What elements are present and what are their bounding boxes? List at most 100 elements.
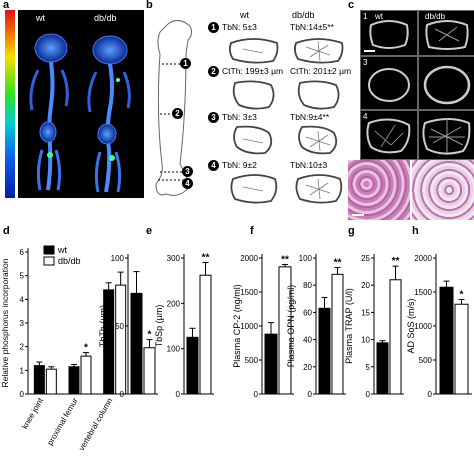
bar-f1-wt <box>264 333 278 395</box>
ct-row-label-3: 3 <box>363 58 368 67</box>
y-tick-label-h: 1000 <box>414 322 432 331</box>
bar-e2-wt <box>186 336 199 395</box>
bar-charts: d e f g h 0 1 2 3 4 5 6 Relative phosphorus incorpor… <box>0 225 472 453</box>
panel-c-dbdb-label: db/db <box>425 12 446 21</box>
bar-e1-wt <box>130 292 143 395</box>
bar-d-db/db <box>115 284 127 395</box>
y-tick-label-d: 1 <box>20 366 25 375</box>
row-marker-2: 2 <box>208 66 219 77</box>
cross-section-dbdb <box>295 174 343 204</box>
ct-dbdb-1: db/db <box>418 10 474 56</box>
panel-a-dbdb-label: db/db <box>94 13 117 23</box>
y-tick-label-g: 15 <box>361 308 370 317</box>
significance-marker-e2: ** <box>202 253 210 264</box>
y-tick-label-g: 0 <box>366 390 371 399</box>
y-tick-label-d: 4 <box>20 295 25 304</box>
y-tick-label-g: 20 <box>361 281 370 290</box>
row-marker-1: 1 <box>208 22 219 33</box>
y-axis-label-g: Plasma TRAP (U/l) <box>344 288 354 364</box>
bar-d-wt <box>68 366 80 395</box>
y-tick-label-e2: 200 <box>167 299 181 308</box>
significance-marker-f2: ** <box>334 258 342 269</box>
row-wt-value: CtTh: 199±3 µm <box>222 66 284 76</box>
cross-section-wt <box>230 174 278 204</box>
cross-section-dbdb <box>293 38 344 64</box>
y-tick-label-e1: 50 <box>115 322 124 331</box>
cross-section-wt <box>233 125 273 155</box>
bar-e2-db/db <box>199 274 212 395</box>
panel-label-d: d <box>3 225 10 237</box>
y-tick-label-d: 3 <box>20 319 25 328</box>
legend-wt-label: wt <box>57 245 67 255</box>
histology-wt <box>348 160 410 220</box>
panel-label-f: f <box>250 225 254 237</box>
y-tick-label-e1: 0 <box>120 390 125 399</box>
ct-wt-3: 3 <box>360 56 418 110</box>
ct-row-label-1: 1 <box>363 12 368 21</box>
y-tick-label-f1: 0 <box>254 390 259 399</box>
significance-marker-g: ** <box>392 256 400 267</box>
bar-f2-db/db <box>331 273 344 395</box>
panel-c-wt-label: wt <box>375 12 383 21</box>
y-tick-label-h: 500 <box>419 356 433 365</box>
row-wt-value: TbN: 5±3 <box>222 22 257 32</box>
bar-e1-db/db <box>143 347 156 395</box>
y-tick-label-f2: 0 <box>308 390 313 399</box>
femur-marker-3: 3 <box>182 166 193 177</box>
y-tick-label-e2: 300 <box>167 254 181 263</box>
y-tick-label-h: 2000 <box>414 254 432 263</box>
y-tick-label-d: 2 <box>20 343 25 352</box>
bar-d-db/db <box>45 368 57 395</box>
ct-dbdb-3 <box>418 56 474 110</box>
row-wt-value: TbN: 3±3 <box>222 112 257 122</box>
y-tick-label-f2: 60 <box>303 308 312 317</box>
cross-section-wt <box>232 80 275 110</box>
bar-f2-wt <box>318 307 331 395</box>
cross-section-wt <box>228 38 279 64</box>
legend-wt-swatch <box>43 245 55 255</box>
y-axis-label-d: Relative phosphorus incorporation <box>0 258 10 387</box>
significance-marker-d: * <box>84 343 88 354</box>
row-dbdb-value: TbN:10±3 <box>290 160 328 170</box>
x-tick-label-d: knee joint <box>20 396 45 431</box>
femur-marker-1: 1 <box>180 58 191 69</box>
row-marker-4: 4 <box>208 160 219 171</box>
y-axis-label-f1: Plasma CP-2 (ng/ml) <box>232 284 242 368</box>
significance-marker-e1: * <box>148 330 152 341</box>
y-tick-label-d: 5 <box>20 272 25 281</box>
panel-label-g: g <box>348 225 355 237</box>
panel-b-wt-header: wt <box>240 10 249 20</box>
panel-label-h: h <box>412 225 419 237</box>
y-tick-label-g: 10 <box>361 336 370 345</box>
row-dbdb-value: TbN:14±5** <box>290 22 334 32</box>
ct-wt-1: 1 wt <box>360 10 418 56</box>
legend-dbdb-swatch <box>43 256 55 266</box>
femur-marker-2: 2 <box>172 108 183 119</box>
bar-d-db/db <box>80 355 92 395</box>
bar-g-wt <box>376 342 389 395</box>
y-tick-label-f1: 2000 <box>240 254 258 263</box>
row-wt-value: TbN: 9±2 <box>222 160 257 170</box>
ct-dbdb-4 <box>418 110 474 160</box>
panel-label-c: c <box>348 0 355 11</box>
panel-label-b: b <box>146 0 153 11</box>
x-tick-label-d: proximal femur <box>45 396 79 447</box>
phosphorus-scan-image: wt db/db <box>18 10 144 198</box>
y-tick-label-e2: 0 <box>176 390 181 399</box>
significance-marker-f1: ** <box>281 254 289 265</box>
row-marker-3: 3 <box>208 112 219 123</box>
y-tick-label-d: 0 <box>20 390 25 399</box>
y-tick-label-f2: 40 <box>303 336 312 345</box>
femur-marker-4: 4 <box>182 178 193 189</box>
histology-dbdb <box>412 160 474 220</box>
y-tick-label-g: 25 <box>361 254 370 263</box>
bar-h-wt <box>439 286 454 395</box>
y-tick-label-e2: 100 <box>167 345 181 354</box>
bar-d-wt <box>33 365 45 395</box>
significance-marker-h: * <box>460 289 464 300</box>
y-tick-label-e1: 100 <box>111 254 125 263</box>
cross-section-dbdb <box>297 80 340 110</box>
color-scale-bar <box>5 10 15 198</box>
x-tick-label-d: vertebral column <box>77 397 114 453</box>
y-tick-label-f2: 80 <box>303 281 312 290</box>
